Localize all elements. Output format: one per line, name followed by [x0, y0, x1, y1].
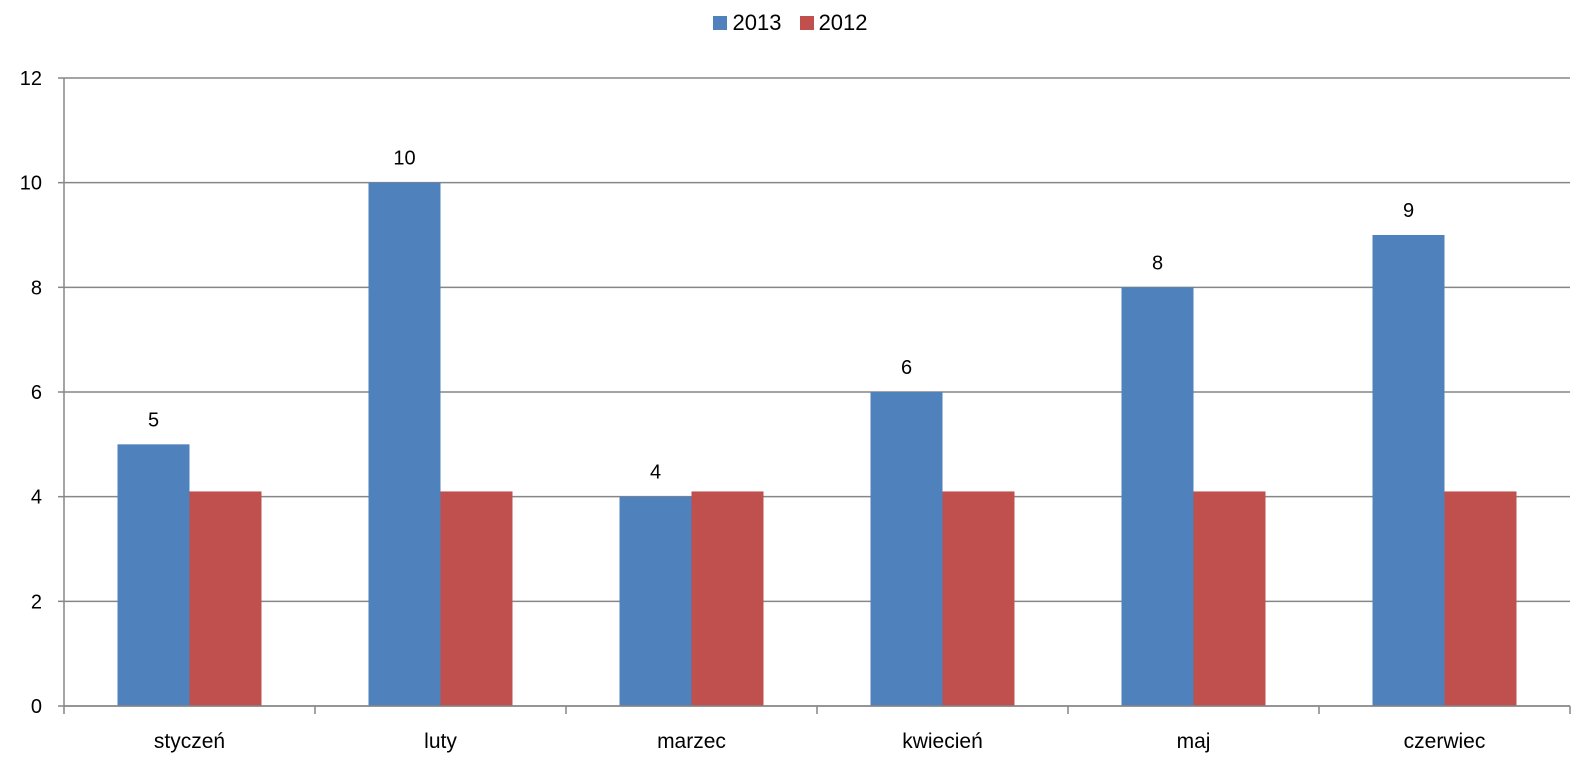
x-tick-label-2: marzec — [657, 730, 726, 753]
y-tick-label: 6 — [31, 382, 42, 404]
data-label-2013: 6 — [901, 357, 912, 379]
data-label-2013: 8 — [1152, 252, 1163, 274]
legend-swatch-2013 — [713, 16, 728, 30]
bar-2012-kwiecień — [942, 491, 1015, 706]
bar-2012-luty — [440, 491, 513, 706]
legend-item-2012: 2012 — [799, 10, 868, 36]
data-label-2013: 9 — [1403, 200, 1414, 222]
legend: 2013 2012 — [0, 10, 1581, 36]
legend-swatch-2012 — [799, 16, 814, 30]
legend-label-2013: 2013 — [732, 10, 782, 35]
bar-2013-luty — [368, 182, 441, 706]
bar-2013-marzec — [619, 496, 692, 706]
bar-2012-marzec — [691, 491, 764, 706]
bar-2013-czerwiec — [1372, 235, 1445, 706]
y-tick-label: 2 — [31, 591, 42, 613]
bar-2013-kwiecień — [870, 392, 943, 706]
bar-2012-czerwiec — [1444, 491, 1517, 706]
x-tick-label-5: czerwiec — [1404, 730, 1486, 753]
x-tick-label-0: styczeń — [154, 730, 225, 753]
y-tick-label: 10 — [20, 173, 42, 195]
y-tick-label: 8 — [31, 277, 42, 299]
legend-item-2013: 2013 — [713, 10, 781, 36]
data-label-2013: 5 — [148, 409, 159, 431]
data-label-2013: 10 — [393, 148, 415, 170]
bar-2012-maj — [1193, 491, 1266, 706]
x-tick-label-3: kwiecień — [902, 730, 983, 753]
bar-2013-maj — [1121, 287, 1194, 706]
legend-label-2012: 2012 — [818, 10, 868, 35]
x-tick-label-1: luty — [424, 730, 457, 753]
x-tick-label-4: maj — [1177, 730, 1211, 753]
data-label-2013: 4 — [650, 462, 661, 484]
y-tick-label: 4 — [31, 487, 42, 509]
y-tick-label: 0 — [31, 696, 42, 718]
bar-2012-styczeń — [189, 491, 262, 706]
y-tick-label: 12 — [20, 68, 42, 90]
bar-2013-styczeń — [117, 444, 190, 706]
